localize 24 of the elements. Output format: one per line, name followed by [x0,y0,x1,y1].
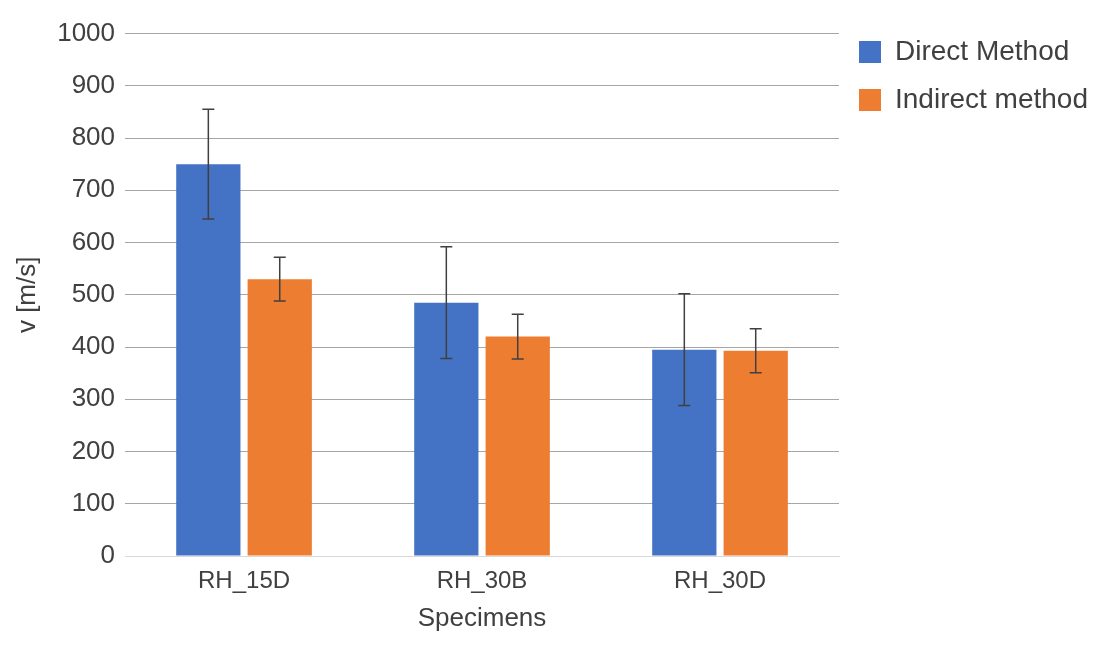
bar [723,350,788,556]
y-tick-label: 900 [71,69,116,100]
bar [652,349,717,556]
y-tick-label: 200 [71,434,116,465]
y-tick-label: 300 [71,382,116,413]
x-tick-label: RH_30D [673,566,767,594]
legend-label: Indirect method [895,82,1089,114]
y-tick-label: 1000 [57,16,116,47]
bar [247,279,312,556]
bar [176,164,241,556]
x-axis-title: Specimens [417,601,547,632]
legend-label: Direct Method [895,34,1070,66]
x-tick-label: RH_15D [198,566,291,594]
bar [414,302,479,556]
y-tick-label: 600 [71,225,116,256]
y-tick-label: 0 [100,539,116,570]
y-tick-label: 400 [71,330,116,361]
y-axis-title: v [m/s] [10,256,41,334]
y-tick-label: 100 [71,486,116,517]
x-tick-label: RH_30B [436,566,528,594]
bar [485,336,550,556]
y-tick-label: 800 [71,121,116,152]
y-tick-label: 500 [71,277,116,308]
y-tick-label: 700 [71,173,116,204]
